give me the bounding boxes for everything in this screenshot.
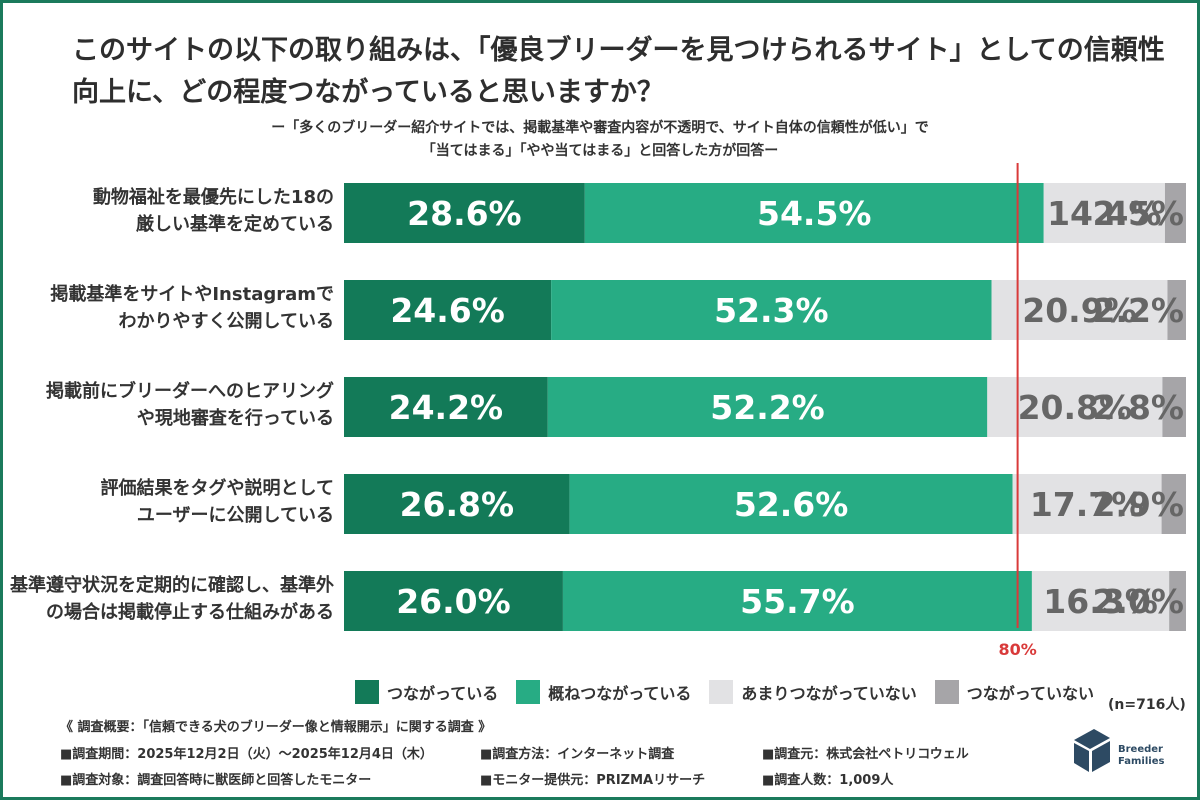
- data-label: 20.9%: [1022, 291, 1137, 330]
- logo-cube-left: [1074, 743, 1089, 772]
- reference-line-label: 80%: [998, 640, 1036, 659]
- bar-segment: [991, 280, 1168, 340]
- bar-segment: [584, 183, 1044, 243]
- legend-label: 概ねつながっている: [548, 684, 692, 703]
- survey-period: ■調査期間：2025年12月2日（火）〜2025年12月4日（木）: [60, 746, 433, 762]
- survey-method: ■調査方法：インターネット調査: [480, 746, 675, 762]
- bar-segment: [562, 571, 1032, 631]
- data-label: 52.6%: [734, 485, 849, 524]
- survey-row-2: ■調査対象：調査回答時に獣医師と回答したモニター ■モニター提供元：PRIZMA…: [60, 765, 1060, 791]
- data-label: 54.5%: [757, 194, 872, 233]
- bar-segment: [344, 377, 548, 437]
- logo-cube-right: [1092, 741, 1110, 772]
- survey-summary: 《 調査概要：「信頼できる犬のブリーダー像と情報開示」に関する調査 》 ■調査期…: [60, 717, 1060, 791]
- category-label: の場合は掲載停止する仕組みがある: [46, 601, 334, 623]
- bar-segment: [987, 377, 1163, 437]
- survey-heading: 《 調査概要：「信頼できる犬のブリーダー像と情報開示」に関する調査 》: [60, 720, 492, 735]
- data-label: 24.6%: [390, 291, 505, 330]
- category-label: 評価結果をタグや説明として: [101, 477, 334, 499]
- bar-segment: [344, 183, 585, 243]
- bar-segment: [1043, 183, 1165, 243]
- data-label: 55.7%: [740, 582, 855, 621]
- legend-swatch: [516, 680, 541, 704]
- bar-segment: [344, 571, 563, 631]
- data-label: 2.9%: [1092, 485, 1184, 524]
- survey-provider: ■モニター提供元：PRIZMAリサーチ: [480, 772, 706, 788]
- data-label: 52.2%: [710, 388, 825, 427]
- chart-title: このサイトの以下の取り組みは、「優良ブリーダーを見つけられるサイト」としての信頼…: [72, 35, 1165, 108]
- legend-label: つながっている: [387, 684, 499, 703]
- chart-subtitle: ー「多くのブリーダー紹介サイトでは、掲載基準や審査内容が不透明で、サイト自体の信…: [200, 117, 1000, 163]
- data-label: 17.7%: [1030, 485, 1145, 524]
- category-label: ユーザーに公開している: [137, 505, 334, 526]
- bar-segment: [1164, 183, 1186, 243]
- bar-segment: [569, 474, 1013, 534]
- category-label: わかりやすく公開している: [119, 311, 334, 332]
- bar-segment: [551, 280, 992, 340]
- survey-target: ■調査対象：調査回答時に獣医師と回答したモニター: [60, 772, 372, 788]
- survey-respondents: ■調査人数：1,009人: [762, 772, 894, 788]
- data-label: 16.3%: [1043, 582, 1158, 621]
- legend-swatch: [355, 680, 379, 704]
- survey-organizer: ■調査元：株式会社ペトリコウェル: [762, 746, 969, 762]
- legend-item: あまりつながっていない: [709, 680, 917, 704]
- legend-item: 概ねつながっている: [516, 680, 691, 704]
- bar-segment: [1161, 474, 1186, 534]
- data-label: 20.8%: [1018, 388, 1133, 427]
- category-label: 掲載基準をサイトやInstagramで: [50, 283, 334, 305]
- data-label: 26.8%: [400, 485, 515, 524]
- bar-segment: [1169, 571, 1186, 631]
- breeder-families-logo: Breeder Families: [1074, 729, 1164, 772]
- category-label: 基準遵守状況を定期的に確認し、基準外: [9, 574, 334, 596]
- bar-segment: [344, 474, 570, 534]
- category-label: 厳しい基準を定めている: [136, 213, 334, 235]
- logo-cube-top: [1074, 729, 1110, 749]
- legend-swatch: [709, 680, 734, 704]
- category-label: や現地審査を行っている: [137, 407, 334, 429]
- legend-swatch: [934, 680, 959, 704]
- logo-text-line-1: Breeder: [1118, 744, 1163, 755]
- bar-segment: [1162, 377, 1186, 437]
- data-label: 52.3%: [714, 291, 829, 330]
- bar-segment: [547, 377, 988, 437]
- legend-item: つながっている: [355, 680, 498, 704]
- sample-size-label: (n=716人): [1108, 697, 1186, 713]
- bar-segment: [1031, 571, 1170, 631]
- data-label: 24.2%: [389, 388, 504, 427]
- data-label: 28.6%: [407, 194, 522, 233]
- data-label: 2.0%: [1092, 582, 1184, 621]
- subtitle-line-2: 「当てはまる」「やや当てはまる」と回答した方が回答ー: [421, 143, 779, 159]
- data-label: 2.8%: [1092, 388, 1184, 427]
- data-label: 2.2%: [1092, 291, 1184, 330]
- bar-segment: [344, 280, 552, 340]
- survey-row-1: ■調査期間：2025年12月2日（火）〜2025年12月4日（木） ■調査方法：…: [60, 739, 1060, 765]
- legend-item: つながっていない: [934, 680, 1094, 704]
- category-label: 動物福祉を最優先にした18の: [93, 186, 334, 208]
- bar-segment: [1012, 474, 1162, 534]
- data-label: 2.5%: [1092, 194, 1184, 233]
- legend-label: あまりつながっていない: [741, 684, 917, 703]
- category-label: 掲載前にブリーダーへのヒアリング: [46, 380, 334, 402]
- data-label: 26.0%: [396, 582, 511, 621]
- logo-text-line-2: Families: [1118, 756, 1164, 767]
- data-label: 14.4%: [1047, 194, 1162, 233]
- chart-legend: つながっている 概ねつながっている あまりつながっていない つながっていない: [355, 680, 1112, 704]
- bar-segment: [1167, 280, 1186, 340]
- subtitle-line-1: ー「多くのブリーダー紹介サイトでは、掲載基準や審査内容が不透明で、サイト自体の信…: [271, 120, 929, 136]
- legend-label: つながっていない: [966, 684, 1094, 703]
